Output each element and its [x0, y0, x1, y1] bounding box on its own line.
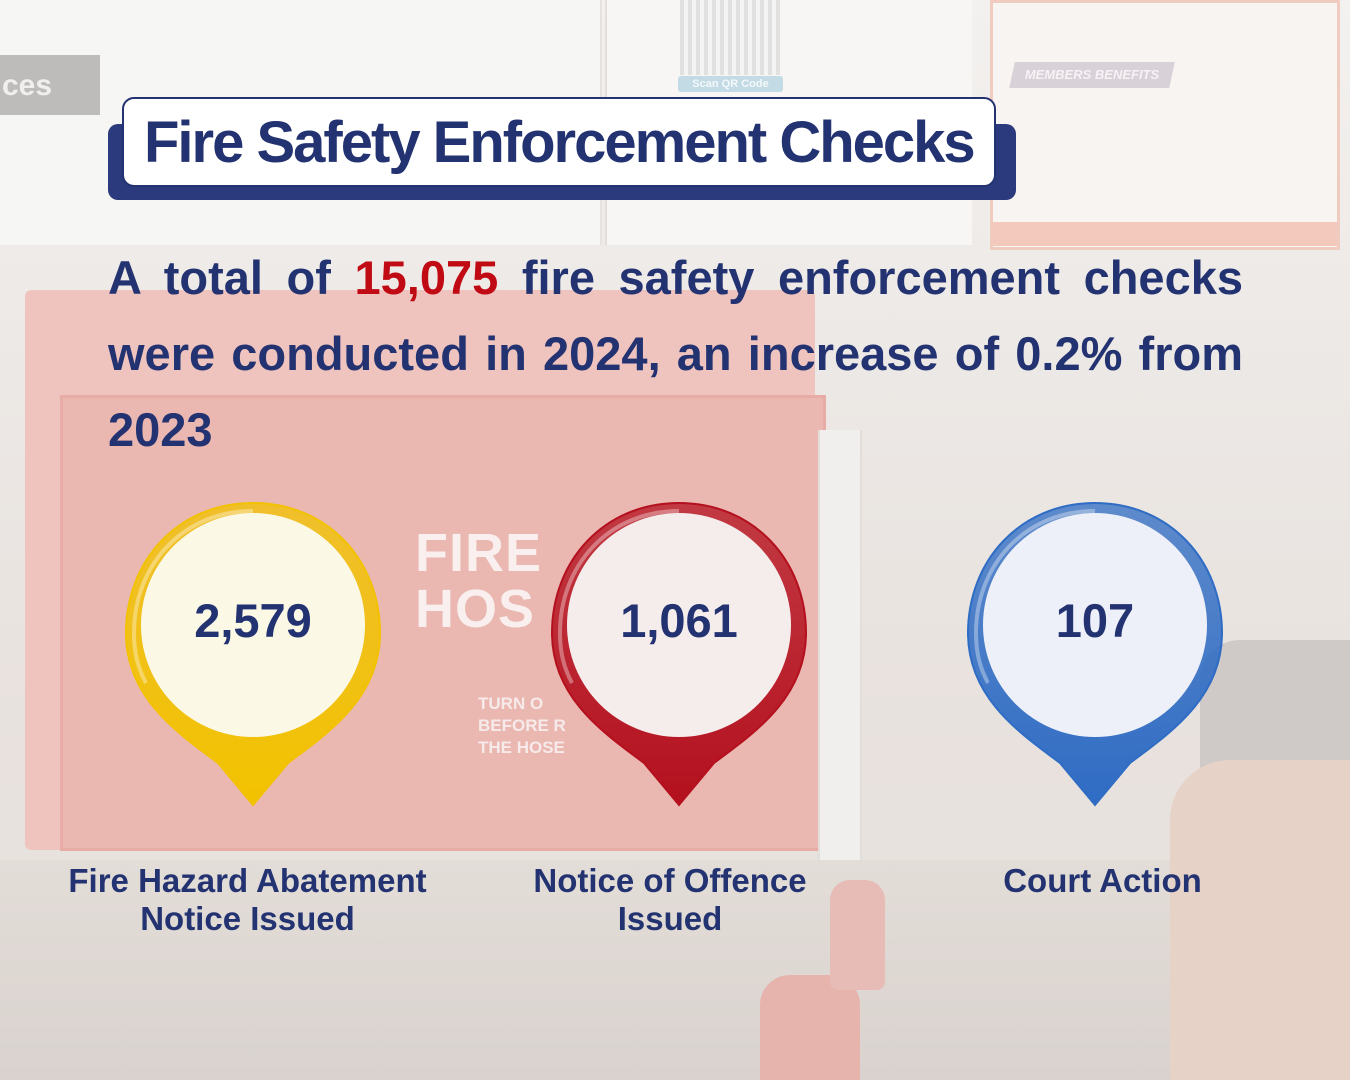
stat-value: 1,061 [620, 594, 738, 647]
fire-hose-instructions-line1: TURN O [478, 694, 544, 713]
fire-hose-instructions-line3: THE HOSE [478, 738, 565, 757]
summary-before: A total of [108, 251, 355, 304]
fire-extinguisher-image [760, 975, 860, 1080]
hand-image [1170, 760, 1350, 1080]
stat-label-line1: Fire Hazard Abatement [68, 862, 427, 899]
stat-label-court-action: Court Action [960, 862, 1245, 900]
stat-label-line1: Notice of Offence [533, 862, 807, 899]
pin-inner-circle [141, 513, 365, 737]
background-poster-right [990, 0, 1340, 250]
background-floor [0, 860, 1350, 1080]
map-pin-icon [550, 501, 808, 807]
title-card: Fire Safety Enforcement Checks [122, 97, 996, 187]
pin-highlight [973, 509, 1096, 684]
fire-extinguisher-image-2 [830, 880, 885, 990]
fire-hose-sign: FIRE HOS [415, 525, 542, 637]
background-poster-text: ces [2, 69, 53, 102]
stat-label-line2: Notice Issued [140, 900, 355, 937]
stat-label-line1: Court Action [1003, 862, 1202, 899]
page-title: Fire Safety Enforcement Checks [144, 109, 976, 175]
stat-pin-abatement-notice: 2,579 [118, 493, 388, 813]
summary-text: A total of 15,075 fire safety enforcemen… [108, 240, 1243, 468]
stat-value: 2,579 [194, 594, 312, 647]
background-poster-tab: ces [0, 55, 100, 115]
pin-highlight [131, 509, 254, 684]
map-pin-icon [124, 501, 382, 807]
map-pin-icon [966, 501, 1224, 807]
stat-pin-court-action: 107 [960, 493, 1230, 813]
fire-hose-sign-line1: FIRE [415, 523, 543, 583]
qr-code-label: Scan QR Code [678, 76, 783, 92]
pin-highlight [557, 509, 680, 684]
fire-hose-instructions-line2: BEFORE R [478, 716, 566, 735]
fire-hose-instructions: TURN O BEFORE R THE HOSE [478, 693, 566, 759]
pin-inner-circle [567, 513, 791, 737]
background-badge: MEMBERS BENEFITS [1009, 62, 1175, 88]
summary-after: fire safety enforcement checks were cond… [108, 251, 1243, 456]
background-poster-strip [993, 222, 1337, 246]
pin-inner-circle [983, 513, 1207, 737]
background-badge-text: MEMBERS BENEFITS [1024, 67, 1160, 82]
stat-label-line2: Issued [617, 900, 723, 937]
fire-hose-sign-line2: HOS [415, 579, 536, 639]
stat-pin-notice-of-offence: 1,061 [544, 493, 814, 813]
qr-code-image [680, 0, 780, 75]
stat-value: 107 [1055, 594, 1135, 647]
stat-label-notice-of-offence: Notice of Offence Issued [505, 862, 835, 938]
summary-highlight-total: 15,075 [354, 251, 499, 304]
stat-label-abatement-notice: Fire Hazard Abatement Notice Issued [45, 862, 450, 938]
